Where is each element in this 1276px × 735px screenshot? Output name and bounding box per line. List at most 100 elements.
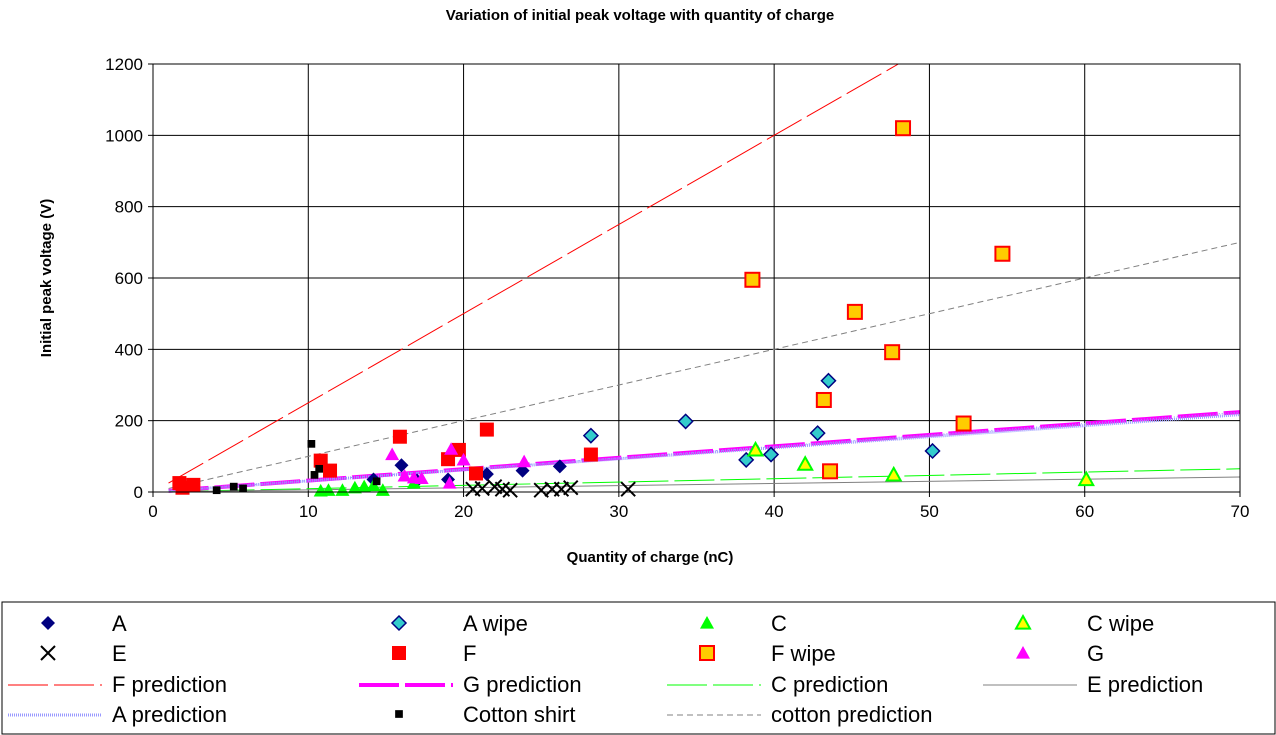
legend-label: A prediction [112, 702, 227, 727]
trendlines [168, 63, 1241, 493]
legend-label: F prediction [112, 672, 227, 697]
data-points [172, 120, 1095, 498]
point-cotton-shirt [315, 464, 324, 473]
trendline-c-prediction [168, 468, 1241, 493]
y-tick-label: 600 [115, 269, 143, 288]
trendline-f-prediction [168, 63, 899, 484]
point-f [583, 447, 598, 462]
legend-label: E prediction [1087, 672, 1203, 697]
legend-label: F wipe [771, 641, 836, 666]
point-cotton-shirt [307, 440, 316, 448]
point-f-wipe [955, 415, 972, 432]
point-f [392, 429, 407, 444]
point-f-wipe [744, 271, 761, 288]
trendline-cotton-prediction [168, 241, 1241, 489]
grid-lines [153, 64, 1240, 492]
legend-label: C prediction [771, 672, 888, 697]
x-tick-label: 60 [1075, 502, 1094, 521]
point-e [502, 482, 518, 498]
point-a-wipe [677, 413, 694, 430]
point-cotton-shirt [310, 471, 319, 479]
point-g [385, 447, 400, 461]
point-f-wipe [822, 463, 839, 480]
point-f-wipe [994, 245, 1011, 262]
y-tick-label: 400 [115, 340, 143, 359]
y-tick-label: 1000 [105, 126, 143, 145]
x-tick-label: 20 [454, 502, 473, 521]
legend: A A wipe C C wipe E F F wipe G F prediction G pre… [8, 611, 1203, 727]
point-cotton-shirt [239, 484, 247, 493]
point-f [441, 452, 456, 467]
x-tick-label: 40 [765, 502, 784, 521]
point-a [394, 458, 409, 473]
legend-label: C [771, 611, 787, 636]
legend-key-g [1016, 646, 1030, 659]
point-f-wipe [884, 344, 901, 361]
point-f [323, 463, 338, 478]
y-tick-label: 0 [134, 483, 143, 502]
point-a-wipe [820, 372, 837, 389]
legend-key-a-wipe [390, 614, 408, 632]
point-cotton-shirt [372, 477, 381, 486]
point-f [468, 466, 483, 481]
point-e [474, 480, 490, 497]
legend-key-c [700, 616, 714, 629]
point-g [517, 454, 532, 468]
y-axis-ticks: 0 200 400 600 800 1000 1200 [105, 55, 153, 502]
point-c-wipe [796, 455, 814, 471]
legend-key-f [392, 646, 406, 660]
x-axis-ticks: 0 10 20 30 40 50 60 70 [148, 492, 1249, 521]
point-g [442, 476, 457, 489]
x-tick-label: 30 [609, 502, 628, 521]
point-f-wipe [846, 303, 863, 320]
point-f-wipe [895, 120, 912, 137]
legend-label: C wipe [1087, 611, 1154, 636]
legend-label: cotton prediction [771, 702, 932, 727]
legend-key-cotton-shirt [395, 710, 403, 718]
point-cotton-shirt [212, 486, 221, 495]
point-e [620, 481, 636, 497]
chart-title: Variation of initial peak voltage with q… [446, 7, 834, 24]
legend-label: G prediction [463, 672, 582, 697]
point-g [397, 468, 412, 482]
legend-label: E [112, 641, 127, 666]
legend-label: A [112, 611, 127, 636]
point-g [444, 442, 459, 455]
trendline-a-overlay [168, 411, 1241, 492]
point-f [479, 422, 494, 437]
legend-key-f-wipe [699, 645, 715, 661]
point-f [186, 477, 201, 492]
point-a-wipe [924, 442, 941, 460]
point-c-wipe [1077, 470, 1095, 487]
x-tick-label: 0 [148, 502, 157, 521]
legend-label: A wipe [463, 611, 528, 636]
legend-key-e [40, 645, 56, 661]
point-a-wipe [582, 427, 599, 444]
legend-label: F [463, 641, 476, 666]
point-g [456, 452, 471, 466]
y-axis-label: Initial peak voltage (V) [38, 199, 55, 357]
point-c-wipe [885, 465, 903, 482]
point-c [321, 483, 336, 496]
y-tick-label: 800 [115, 198, 143, 217]
x-tick-label: 70 [1231, 502, 1250, 521]
point-a-wipe [809, 425, 826, 442]
point-a [479, 467, 494, 482]
x-axis-label: Quantity of charge (nC) [567, 549, 734, 566]
y-tick-label: 1200 [105, 55, 143, 74]
legend-label: G [1087, 641, 1104, 666]
x-tick-label: 50 [920, 502, 939, 521]
legend-label: Cotton shirt [463, 702, 576, 727]
point-f [175, 480, 190, 495]
point-cotton-shirt [229, 482, 238, 491]
point-f-wipe [815, 391, 832, 408]
point-a [552, 459, 567, 474]
legend-box [1, 601, 1276, 735]
legend-key-a [41, 616, 55, 630]
x-tick-label: 10 [299, 502, 318, 521]
trendline-e-prediction [168, 476, 1241, 493]
y-tick-label: 200 [115, 412, 143, 431]
point-c [375, 483, 390, 496]
legend-key-c-wipe [1014, 613, 1032, 630]
